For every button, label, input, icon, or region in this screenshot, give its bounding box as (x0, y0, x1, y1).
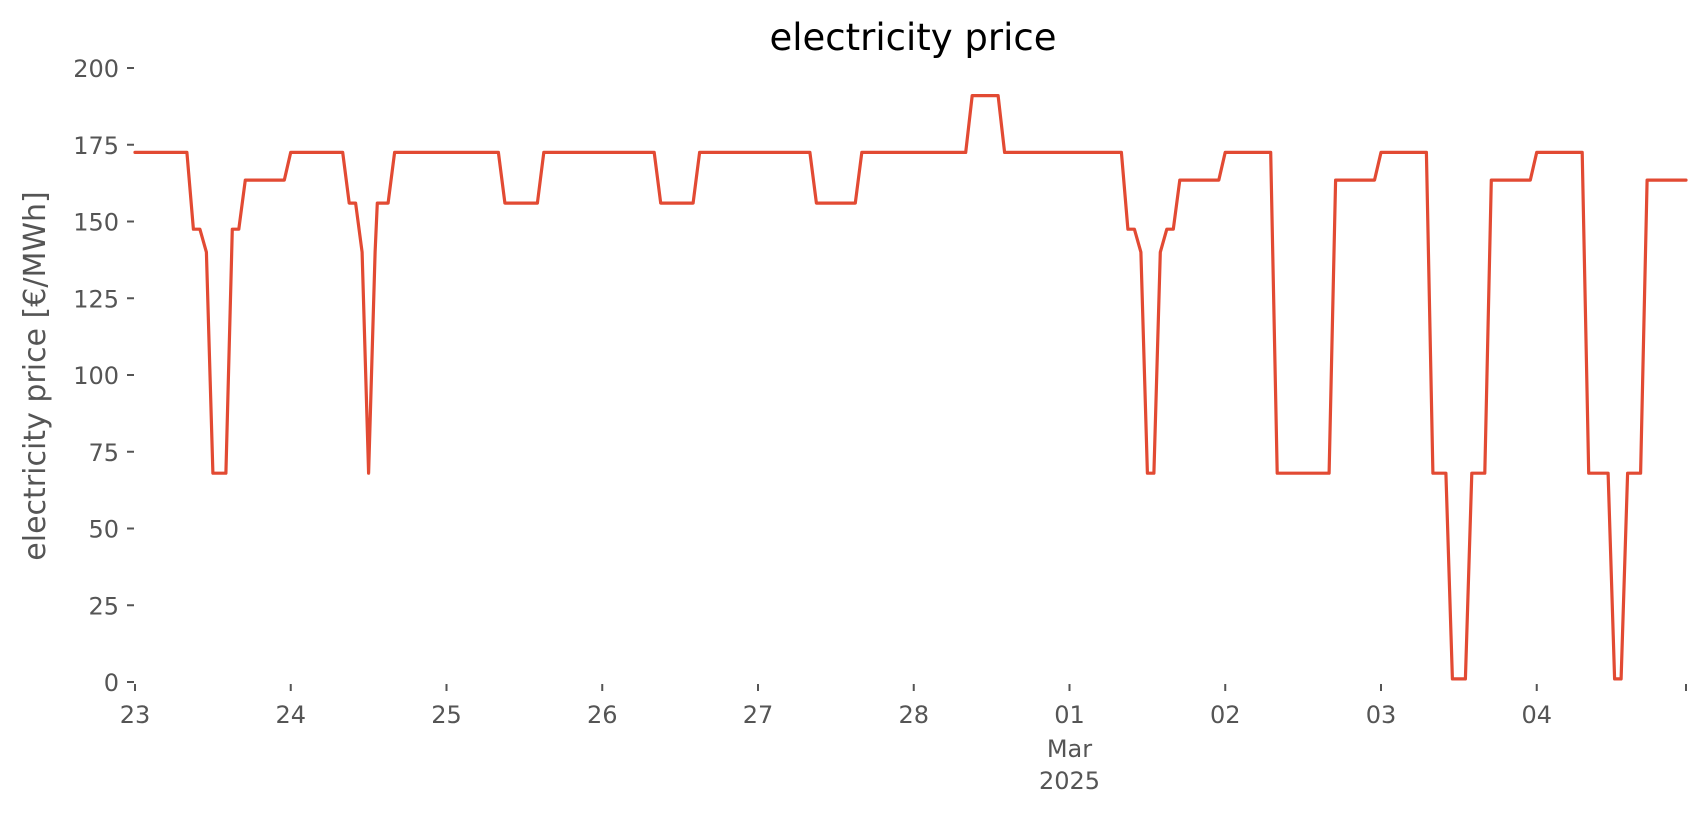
y-tick-label: 150 (73, 209, 119, 237)
y-tick-label: 100 (73, 362, 119, 390)
x-tick-label: 25 (431, 701, 462, 729)
y-axis-label: electricity price [€/MWh] (18, 191, 53, 560)
x-tick-sublabel: Mar (1047, 735, 1092, 763)
y-axis: 0 25 50 75 100 125 150 175 200 (73, 55, 134, 697)
x-axis: 23 24 25 26 27 28 01 Mar 2025 02 03 04 (120, 684, 1687, 795)
x-tick-label: 23 (120, 701, 151, 729)
series-layer (133, 94, 1688, 681)
y-tick-label: 200 (73, 55, 119, 83)
x-tick-label: 27 (743, 701, 774, 729)
x-tick-label: 03 (1366, 701, 1397, 729)
x-tick-sublabel: 2025 (1039, 767, 1100, 795)
x-tick-label: 24 (275, 701, 306, 729)
y-tick-label: 175 (73, 132, 119, 160)
x-tick-label: 04 (1521, 701, 1552, 729)
x-tick-label: 26 (587, 701, 618, 729)
x-tick-label: 01 (1054, 701, 1085, 729)
x-tick-label: 02 (1210, 701, 1241, 729)
y-tick-label: 50 (88, 516, 119, 544)
y-tick-label: 75 (88, 439, 119, 467)
x-tick-label: 28 (898, 701, 929, 729)
y-tick-label: 125 (73, 285, 119, 313)
chart-title: electricity price (769, 16, 1056, 59)
price-series-line (133, 94, 1688, 681)
y-tick-label: 25 (88, 592, 119, 620)
y-tick-label: 0 (104, 669, 119, 697)
